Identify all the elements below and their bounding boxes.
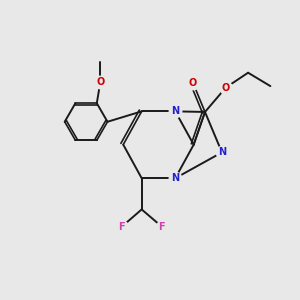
Text: O: O [189,78,197,88]
Text: N: N [171,173,179,183]
Text: N: N [218,147,226,158]
Text: F: F [159,222,165,232]
Text: N: N [171,106,179,116]
Text: O: O [222,82,230,93]
Text: O: O [96,77,104,87]
Text: F: F [118,222,125,232]
